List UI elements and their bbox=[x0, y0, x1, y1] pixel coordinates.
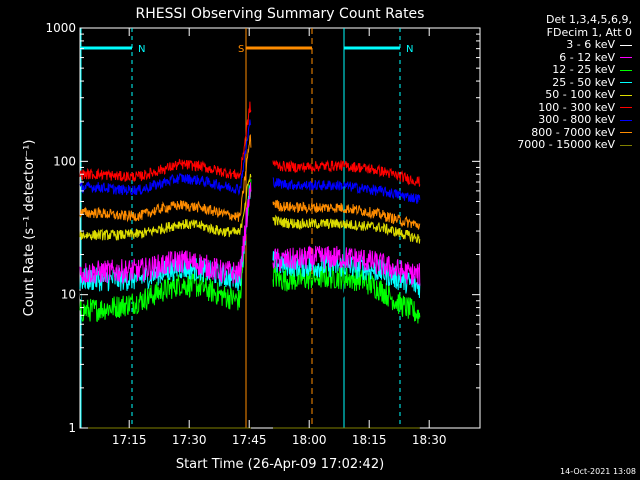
legend-header-line-2: FDecim 1, Att 0 bbox=[546, 25, 632, 39]
x-tick-label: 18:00 bbox=[292, 433, 327, 447]
legend-entry: 50 - 100 keV bbox=[517, 88, 632, 102]
series-line-100-300-kev bbox=[79, 101, 421, 187]
legend-entry-label: 50 - 100 keV bbox=[545, 88, 615, 101]
legend-entry: 3 - 6 keV bbox=[517, 38, 632, 52]
x-tick-label: 17:15 bbox=[112, 433, 147, 447]
annotation-label: N bbox=[138, 44, 145, 55]
legend-swatch bbox=[620, 82, 632, 84]
legend-swatch bbox=[620, 94, 632, 96]
legend-entry-label: 100 - 300 keV bbox=[538, 100, 615, 114]
x-tick-label: 17:30 bbox=[172, 433, 207, 447]
legend-entry: 12 - 25 keV bbox=[517, 63, 632, 77]
legend-swatch bbox=[620, 107, 632, 109]
series-line-50-100-kev bbox=[79, 173, 421, 244]
legend-entry: 800 - 7000 keV bbox=[517, 125, 632, 140]
legend: Det 1,3,4,5,6,9, FDecim 1, Att 0 3 - 6 k… bbox=[517, 13, 632, 152]
y-axis-label: Count Rate (s⁻¹ detector⁻¹) bbox=[22, 140, 37, 317]
legend-rows: 3 - 6 keV 6 - 12 keV 12 - 25 keV 25 - 50 ke… bbox=[517, 38, 632, 152]
series-line-6-12-kev bbox=[79, 182, 421, 286]
annotation-label: S bbox=[238, 44, 244, 55]
y-tick-label: 1 bbox=[68, 421, 76, 435]
x-axis-label: Start Time (26-Apr-09 17:02:42) bbox=[176, 457, 384, 472]
timestamp-footer: 14-Oct-2021 13:08 bbox=[560, 467, 636, 476]
legend-entry-label: 300 - 800 keV bbox=[538, 113, 615, 126]
legend-entry: 300 - 800 keV bbox=[517, 113, 632, 127]
annotation-label: N bbox=[406, 44, 413, 55]
series-line-300-800-kev bbox=[79, 119, 421, 204]
legend-swatch bbox=[620, 132, 632, 134]
axes: 17:15 17:30 17:45 18:00 18:15 18:30 1 10 100 1000 bbox=[45, 21, 480, 447]
x-tick-label: 17:45 bbox=[232, 433, 267, 447]
legend-entry-label: 7000 - 15000 keV bbox=[517, 138, 615, 151]
legend-swatch bbox=[620, 44, 632, 46]
legend-entry-label: 3 - 6 keV bbox=[566, 38, 615, 51]
legend-swatch bbox=[620, 144, 632, 146]
legend-entry: 100 - 300 keV bbox=[517, 100, 632, 115]
legend-entry: 7000 - 15000 keV bbox=[517, 138, 632, 152]
x-tick-label: 18:15 bbox=[352, 433, 387, 447]
series-line-800-7000-kev bbox=[79, 133, 421, 230]
legend-entry-label: 25 - 50 keV bbox=[552, 75, 615, 89]
legend-entry-label: 6 - 12 keV bbox=[559, 50, 615, 64]
x-tick-label: 18:30 bbox=[412, 433, 447, 447]
y-tick-label: 10 bbox=[61, 288, 76, 302]
legend-entry-label: 12 - 25 keV bbox=[552, 63, 615, 76]
legend-entry: 6 - 12 keV bbox=[517, 50, 632, 65]
legend-swatch bbox=[620, 69, 632, 71]
chart-title: RHESSI Observing Summary Count Rates bbox=[136, 6, 425, 22]
plot-frame bbox=[79, 27, 481, 429]
legend-entry: 25 - 50 keV bbox=[517, 75, 632, 90]
legend-swatch bbox=[620, 57, 632, 59]
legend-swatch bbox=[620, 119, 632, 121]
y-tick-label: 100 bbox=[53, 154, 76, 168]
legend-header-line-1: Det 1,3,4,5,6,9, bbox=[545, 13, 632, 26]
legend-entry-label: 800 - 7000 keV bbox=[531, 125, 615, 139]
series-group bbox=[79, 101, 421, 429]
y-tick-label: 1000 bbox=[45, 21, 76, 35]
series-line-12-25-kev bbox=[79, 179, 421, 324]
